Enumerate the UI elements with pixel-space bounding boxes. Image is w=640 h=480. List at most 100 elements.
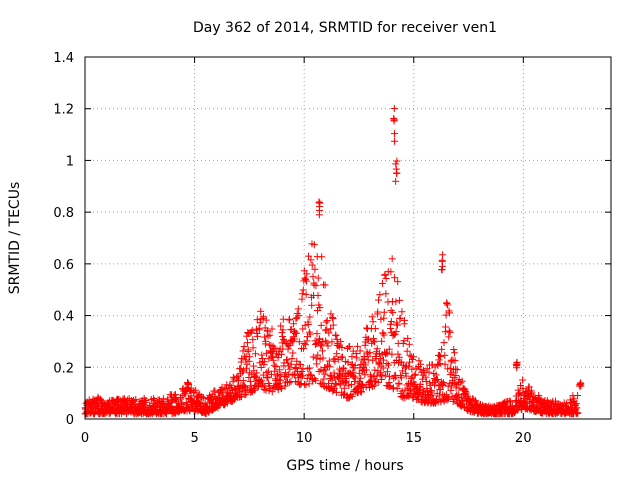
data-point bbox=[286, 365, 294, 373]
data-point bbox=[283, 356, 291, 364]
data-point bbox=[315, 206, 323, 214]
data-point bbox=[266, 331, 274, 339]
data-point bbox=[392, 160, 400, 168]
data-point bbox=[327, 325, 335, 333]
data-point bbox=[270, 345, 278, 353]
data-point bbox=[379, 364, 387, 372]
y-tick-label: 0.6 bbox=[53, 258, 74, 273]
data-point bbox=[272, 362, 280, 370]
data-point bbox=[233, 375, 241, 383]
data-point bbox=[276, 366, 284, 374]
data-point bbox=[389, 309, 397, 317]
data-point bbox=[455, 375, 463, 383]
data-point bbox=[330, 384, 338, 392]
data-point bbox=[408, 365, 416, 373]
data-point bbox=[447, 386, 455, 394]
data-point bbox=[396, 296, 404, 304]
data-point bbox=[242, 390, 250, 398]
x-tick-label: 20 bbox=[515, 431, 532, 446]
data-point bbox=[256, 319, 264, 327]
data-point bbox=[317, 321, 325, 329]
data-point bbox=[258, 351, 266, 359]
data-point bbox=[363, 336, 371, 344]
data-point bbox=[396, 314, 404, 322]
data-point bbox=[366, 371, 374, 379]
data-point bbox=[262, 349, 270, 357]
data-point bbox=[380, 356, 388, 364]
data-point bbox=[244, 346, 252, 354]
data-point bbox=[392, 373, 400, 381]
data-point bbox=[373, 345, 381, 353]
data-point bbox=[268, 325, 276, 333]
data-point bbox=[389, 384, 397, 392]
data-point bbox=[211, 387, 219, 395]
data-point bbox=[284, 345, 292, 353]
data-point bbox=[310, 241, 318, 249]
data-point bbox=[292, 364, 300, 372]
data-point bbox=[440, 339, 448, 347]
data-point bbox=[394, 350, 402, 358]
data-point bbox=[574, 392, 582, 400]
data-point bbox=[521, 399, 529, 407]
data-point bbox=[321, 370, 329, 378]
data-point bbox=[138, 405, 146, 413]
data-point bbox=[374, 308, 382, 316]
data-point bbox=[122, 400, 130, 408]
data-point bbox=[132, 395, 140, 403]
data-point bbox=[392, 165, 400, 173]
y-tick-label: 0.8 bbox=[53, 206, 74, 221]
data-point bbox=[390, 130, 398, 138]
data-point bbox=[441, 360, 449, 368]
data-point bbox=[392, 177, 400, 185]
x-tick-label: 10 bbox=[296, 431, 313, 446]
data-point bbox=[402, 372, 410, 380]
data-point bbox=[237, 358, 245, 366]
data-point bbox=[356, 374, 364, 382]
data-point bbox=[415, 357, 423, 365]
data-point bbox=[309, 273, 317, 281]
data-point bbox=[423, 384, 431, 392]
data-point bbox=[407, 374, 415, 382]
data-point bbox=[574, 409, 582, 417]
data-point bbox=[249, 336, 257, 344]
data-point bbox=[357, 388, 365, 396]
data-point bbox=[302, 291, 310, 299]
data-point bbox=[400, 337, 408, 345]
data-point bbox=[331, 373, 339, 381]
data-point bbox=[342, 377, 350, 385]
data-point bbox=[422, 378, 430, 386]
data-point bbox=[354, 379, 362, 387]
data-point bbox=[264, 367, 272, 375]
data-point bbox=[240, 382, 248, 390]
data-point bbox=[398, 387, 406, 395]
data-point bbox=[303, 374, 311, 382]
data-point bbox=[326, 363, 334, 371]
data-point bbox=[411, 370, 419, 378]
data-point bbox=[393, 321, 401, 329]
data-point bbox=[444, 395, 452, 403]
data-point bbox=[383, 349, 391, 357]
data-point bbox=[268, 388, 276, 396]
data-point bbox=[325, 329, 333, 337]
data-points bbox=[81, 104, 585, 418]
data-point bbox=[446, 309, 454, 317]
data-point bbox=[403, 347, 411, 355]
data-point bbox=[322, 366, 330, 374]
data-point bbox=[387, 268, 395, 276]
data-point bbox=[525, 383, 533, 391]
data-point bbox=[371, 377, 379, 385]
data-point bbox=[267, 370, 275, 378]
data-point bbox=[311, 265, 319, 273]
data-point bbox=[227, 384, 235, 392]
data-point bbox=[303, 270, 311, 278]
data-point bbox=[432, 371, 440, 379]
data-point bbox=[274, 370, 282, 378]
data-point bbox=[380, 308, 388, 316]
data-point bbox=[387, 324, 395, 332]
data-point bbox=[275, 351, 283, 359]
data-point bbox=[378, 372, 386, 380]
data-point bbox=[369, 356, 377, 364]
data-point bbox=[334, 341, 342, 349]
data-point bbox=[347, 381, 355, 389]
data-point bbox=[255, 326, 263, 334]
